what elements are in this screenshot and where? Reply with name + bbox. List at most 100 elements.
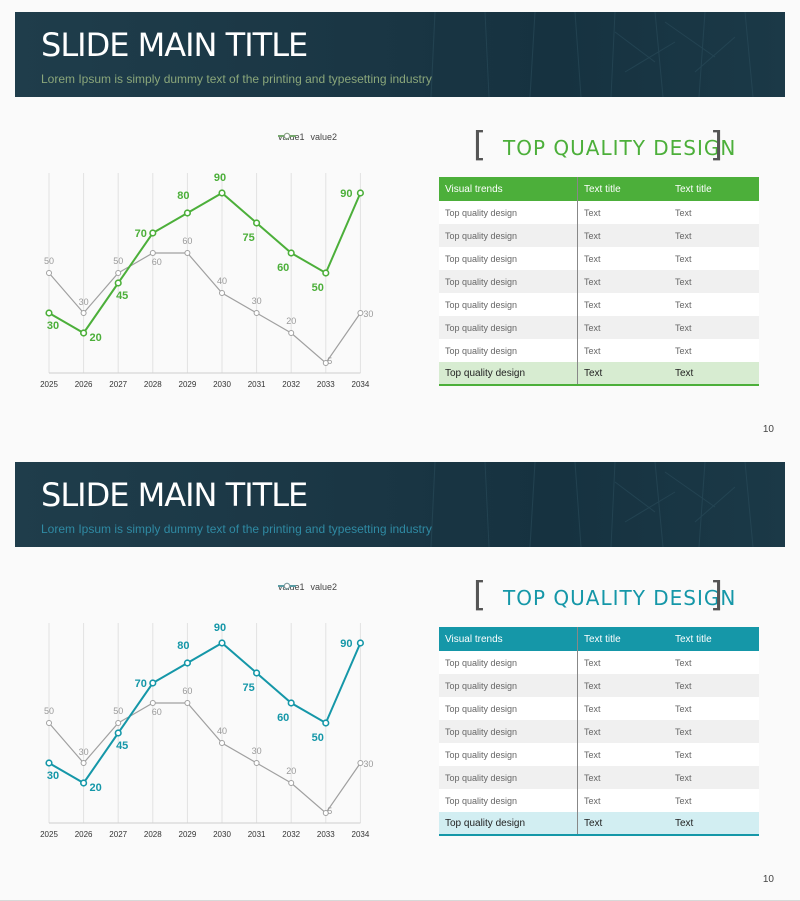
title-banner: SLIDE MAIN TITLE Lorem Ipsum is simply d… [15,462,785,547]
table-cell: Top quality design [439,789,578,812]
data-label-value2: 30 [79,297,89,307]
data-label-value2: 40 [217,276,227,286]
table-row: Top quality design Text Text [439,339,759,362]
table-cell: Text [669,720,759,743]
data-label-value1: 75 [242,682,254,694]
data-label-value1: 30 [47,770,59,782]
data-point-value1 [287,699,295,707]
legend-item-value2: value2 [278,582,337,592]
table-cell: Top quality design [439,743,578,766]
table-cell: Text [577,224,669,247]
x-tick-label: 2030 [213,380,231,389]
data-label-value2: 50 [113,706,123,716]
slide-title: SLIDE MAIN TITLE [41,26,308,64]
x-tick-label: 2028 [144,380,162,389]
bracket-right-icon: ] [709,125,723,165]
data-label-value2: 30 [79,747,89,757]
table-row: Top quality design Text Text [439,270,759,293]
series-line-value1 [48,641,362,785]
table-footer-row: Top quality design Text Text [439,812,759,835]
line-chart-svg: 2025 2026 2027 2028 2029 2030 2031 2032 2033 2034… [40,622,373,839]
data-point-value2 [80,310,87,316]
table-cell: Text [669,339,759,362]
data-point-value1 [45,759,53,767]
slide-2: SLIDE MAIN TITLE Lorem Ipsum is simply d… [0,450,800,901]
data-point-value2 [357,760,364,766]
data-label-value2: 5 [327,806,332,816]
legend-item-value2: value2 [278,132,338,142]
data-table: Visual trends Text title Text title Top … [439,627,759,836]
line-chart-svg: 2025 2026 2027 2028 2029 2030 2031 2032 2033 2034… [40,172,373,389]
forest-background [430,12,754,97]
data-point-value1 [45,309,53,317]
slide-title: SLIDE MAIN TITLE [41,476,308,514]
x-tick-label: 2029 [179,830,197,839]
table-cell: Text [577,201,669,224]
data-label-value2: 20 [286,316,296,326]
table-row: Top quality design Text Text [439,247,759,270]
table-row: Top quality design Text Text [439,293,759,316]
legend-label: value2 [310,132,338,142]
x-tick-label: 2031 [248,380,266,389]
chart-legend: value1 value2 [278,582,337,592]
data-point-value2 [184,700,191,706]
data-point-value2 [288,780,295,786]
page-number: 10 [762,424,774,435]
table-cell: Text [577,293,669,316]
table-row: Top quality design Text Text [439,697,759,720]
data-point-value1 [183,209,191,217]
data-point-value2 [253,310,260,316]
data-label-value1: 45 [116,740,128,752]
data-label-value2: 60 [182,686,192,696]
data-label-value2: 40 [217,726,227,736]
table-row: Top quality design Text Text [439,766,759,789]
table-cell: Text [669,697,759,720]
table-heading-text: TOP QUALITY DESIGN [503,586,737,610]
table-cell: Text [577,766,669,789]
table-heading: [ TOP QUALITY DESIGN ] [473,125,735,166]
data-label-value1: 90 [214,172,226,184]
data-point-value2 [46,720,52,726]
data-label-value2: 30 [363,759,373,769]
bracket-right-icon: ] [709,575,723,615]
legend-marker-icon [278,133,296,139]
bracket-left-icon: [ [473,125,487,165]
line-chart: 2025 2026 2027 2028 2029 2030 2031 2032 2033 2034… [28,575,388,850]
data-point-value1 [218,639,226,647]
data-point-value1 [79,779,88,787]
table-cell: Top quality design [439,766,578,789]
data-point-value1 [356,639,365,647]
table-header-row: Visual trends Text title Text title [439,177,759,201]
x-tick-label: 2027 [109,380,127,389]
table-header-row: Visual trends Text title Text title [439,627,759,651]
data-point-value1 [149,679,157,687]
data-point-value1 [114,279,122,287]
data-point-value2 [288,330,295,336]
data-point-value1 [79,329,88,337]
table-cell: Text [669,293,759,316]
table-cell: Top quality design [439,293,578,316]
table-cell: Text [669,247,759,270]
x-tick-label: 2033 [317,380,335,389]
table-row: Top quality design Text Text [439,316,759,339]
chart-legend: value1 value2 [278,132,337,142]
bracket-left-icon: [ [473,575,487,615]
table-header-cell: Visual trends [445,633,503,645]
table-cell: Text [577,697,669,720]
slide-1: SLIDE MAIN TITLE Lorem Ipsum is simply d… [0,12,800,451]
table-footer-cell: Text [669,362,759,385]
x-tick-label: 2029 [179,380,197,389]
data-point-value2 [322,810,329,816]
table-cell: Text [669,743,759,766]
table-cell: Top quality design [439,201,578,224]
data-label-value1: 70 [135,678,147,690]
table-heading: [ TOP QUALITY DESIGN ] [473,575,735,616]
table-cell: Text [669,201,759,224]
x-tick-label: 2025 [40,380,58,389]
slide-subtitle: Lorem Ipsum is simply dummy text of the … [41,72,432,86]
data-label-value2: 30 [252,296,262,306]
data-label-value1: 60 [277,262,289,274]
x-tick-label: 2026 [75,830,93,839]
data-label-value2: 50 [44,256,54,266]
x-tick-label: 2033 [317,830,335,839]
